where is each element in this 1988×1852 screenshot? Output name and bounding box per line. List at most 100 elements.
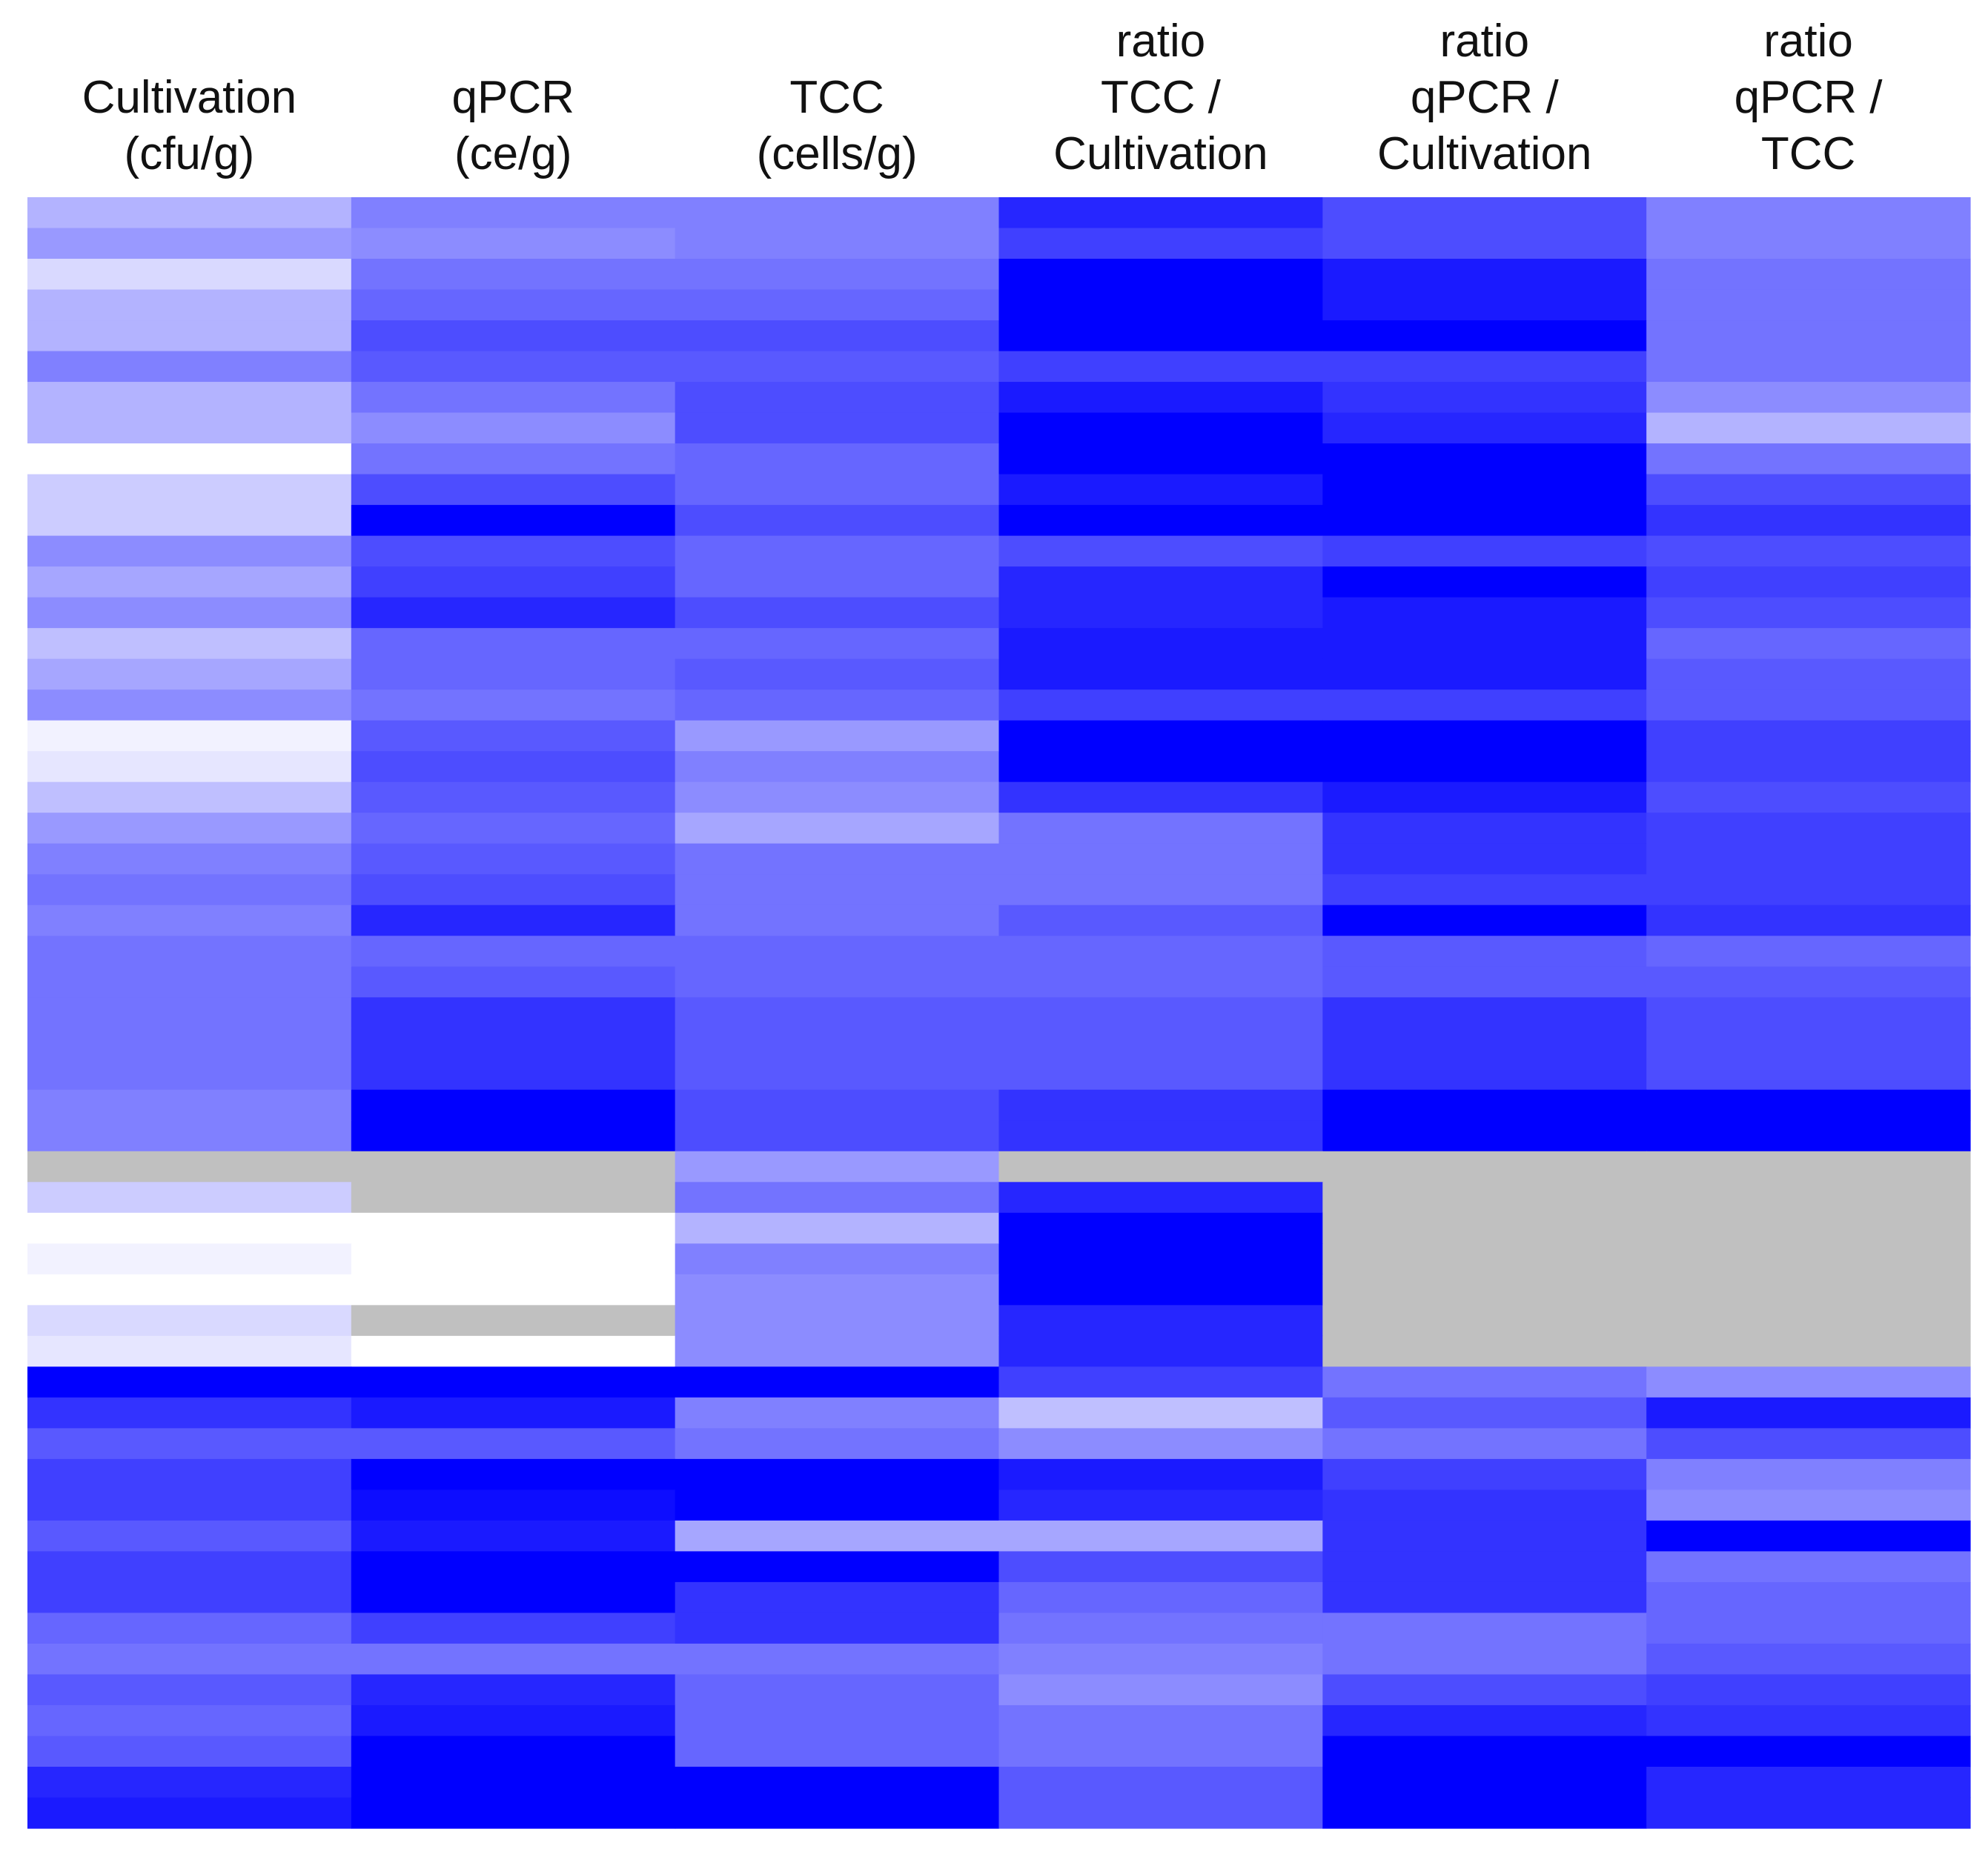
heatmap-cell-r31-ratio_qpcr_tcc [1646,1120,1971,1152]
heatmap-cell-r27-qpcr [351,997,676,1029]
heatmap-cell-r16-ratio_qpcr_cult [1322,658,1647,690]
column-header-tcc: TCC(cells/g) [757,72,918,179]
heatmap-cell-r26-ratio_qpcr_cult [1322,966,1647,998]
heatmap-cell-r52-ratio_qpcr_tcc [1646,1766,1971,1799]
heatmap-cell-r5-tcc [675,320,1000,352]
heatmap-cell-r29-tcc [675,1059,1000,1091]
heatmap-cell-r37-qpcr [351,1305,676,1337]
heatmap-cell-r32-tcc [675,1151,1000,1183]
heatmap-cell-r45-tcc [675,1551,1000,1583]
heatmap-cell-r40-tcc [675,1397,1000,1429]
heatmap-cell-r44-cultivation [27,1520,352,1552]
heatmap-cell-r20-tcc [675,781,1000,813]
heatmap-cell-r5-ratio_qpcr_tcc [1646,320,1971,352]
heatmap-cell-r39-ratio_qpcr_tcc [1646,1366,1971,1398]
heatmap-cell-r14-ratio_qpcr_cult [1322,597,1647,629]
heatmap-cell-r47-qpcr [351,1613,676,1644]
heatmap-cell-r6-cultivation [27,351,352,383]
heatmap-cell-r8-ratio_qpcr_cult [1322,412,1647,444]
heatmap-cell-r19-ratio_tcc_cult [998,751,1323,783]
heatmap-cell-r4-tcc [675,289,1000,321]
heatmap-cell-r35-qpcr [351,1243,676,1275]
column-header-line: qPCR / [1411,72,1560,123]
heatmap-cell-r42-ratio_tcc_cult [998,1458,1323,1490]
heatmap-cell-r28-qpcr [351,1028,676,1059]
heatmap-cell-r48-tcc [675,1643,1000,1676]
heatmap-cell-r23-cultivation [27,874,352,906]
heatmap-cell-r25-ratio_tcc_cult [998,936,1323,968]
heatmap-cell-r20-ratio_qpcr_cult [1322,781,1647,813]
heatmap-cell-r40-cultivation [27,1397,352,1429]
heatmap-cell-r4-ratio_qpcr_tcc [1646,289,1971,321]
heatmap-cell-r11-qpcr [351,505,676,537]
heatmap-cell-r49-tcc [675,1674,1000,1706]
heatmap-cell-r25-qpcr [351,936,676,968]
heatmap-cell-r6-tcc [675,351,1000,383]
heatmap-cell-r42-ratio_qpcr_cult [1322,1458,1647,1490]
heatmap-cell-r3-tcc [675,259,1000,291]
heatmap-cell-r32-ratio_qpcr_cult [1322,1151,1647,1183]
column-header-line: TCC [789,72,884,123]
heatmap-cell-r27-ratio_qpcr_cult [1322,997,1647,1029]
heatmap-cell-r53-cultivation [27,1797,352,1829]
heatmap-cell-r47-tcc [675,1613,1000,1644]
heatmap-cell-r12-qpcr [351,535,676,567]
heatmap-cell-r6-ratio_qpcr_cult [1322,351,1647,383]
heatmap-cell-r50-tcc [675,1704,1000,1737]
heatmap-cell-r51-tcc [675,1736,1000,1767]
heatmap-cell-r36-ratio_qpcr_cult [1322,1274,1647,1306]
heatmap-cell-r17-ratio_qpcr_cult [1322,689,1647,721]
heatmap-cell-r22-ratio_tcc_cult [998,843,1323,875]
heatmap-cell-r20-ratio_qpcr_tcc [1646,781,1971,813]
heatmap-cell-r12-tcc [675,535,1000,567]
heatmap-cell-r45-ratio_qpcr_cult [1322,1551,1647,1583]
heatmap-cell-r37-ratio_tcc_cult [998,1305,1323,1337]
heatmap-cell-r31-tcc [675,1120,1000,1152]
heatmap-cell-r12-cultivation [27,535,352,567]
heatmap-cell-r15-ratio_tcc_cult [998,628,1323,660]
heatmap-cell-r13-cultivation [27,566,352,598]
heatmap-cell-r28-ratio_qpcr_cult [1322,1028,1647,1059]
heatmap-cell-r26-cultivation [27,966,352,998]
heatmap-cell-r19-ratio_qpcr_tcc [1646,751,1971,783]
heatmap-cell-r28-ratio_tcc_cult [998,1028,1323,1059]
heatmap-cell-r52-qpcr [351,1766,676,1799]
column-header-line: TCC / [1101,72,1222,123]
heatmap-cell-r21-ratio_tcc_cult [998,813,1323,844]
heatmap-cell-r5-qpcr [351,320,676,352]
heatmap-cell-r46-ratio_qpcr_cult [1322,1581,1647,1614]
heatmap-cell-r52-cultivation [27,1766,352,1799]
heatmap-cell-r22-ratio_qpcr_tcc [1646,843,1971,875]
heatmap-cell-r28-ratio_qpcr_tcc [1646,1028,1971,1059]
heatmap-cell-r3-ratio_qpcr_cult [1322,259,1647,291]
heatmap-cell-r3-cultivation [27,259,352,291]
heatmap-cell-r38-ratio_tcc_cult [998,1335,1323,1367]
heatmap-cell-r5-ratio_qpcr_cult [1322,320,1647,352]
heatmap-cell-r34-ratio_qpcr_cult [1322,1212,1647,1244]
heatmap-cell-r41-cultivation [27,1428,352,1460]
heatmap-cell-r19-tcc [675,751,1000,783]
heatmap-cell-r35-tcc [675,1243,1000,1275]
heatmap-cell-r18-ratio_qpcr_tcc [1646,720,1971,752]
heatmap-cell-r51-ratio_qpcr_tcc [1646,1736,1971,1767]
heatmap-cell-r19-qpcr [351,751,676,783]
heatmap-cell-r7-tcc [675,382,1000,414]
heatmap-cell-r41-ratio_qpcr_cult [1322,1428,1647,1460]
heatmap-cell-r6-ratio_tcc_cult [998,351,1323,383]
heatmap-cell-r10-ratio_qpcr_cult [1322,474,1647,506]
heatmap-cell-r46-qpcr [351,1581,676,1614]
heatmap-cells [27,197,1971,1829]
heatmap-cell-r21-qpcr [351,813,676,844]
heatmap-cell-r22-cultivation [27,843,352,875]
column-header-line: (cells/g) [757,128,918,179]
heatmap-cell-r21-tcc [675,813,1000,844]
column-header-line: ratio [1763,16,1853,67]
heatmap-cell-r37-ratio_qpcr_cult [1322,1305,1647,1337]
heatmap-cell-r24-qpcr [351,904,676,936]
heatmap-cell-r29-ratio_qpcr_tcc [1646,1059,1971,1091]
heatmap-cell-r3-ratio_tcc_cult [998,259,1323,291]
heatmap-cell-r30-tcc [675,1089,1000,1121]
column-header-line: Cultivation [1377,128,1591,179]
